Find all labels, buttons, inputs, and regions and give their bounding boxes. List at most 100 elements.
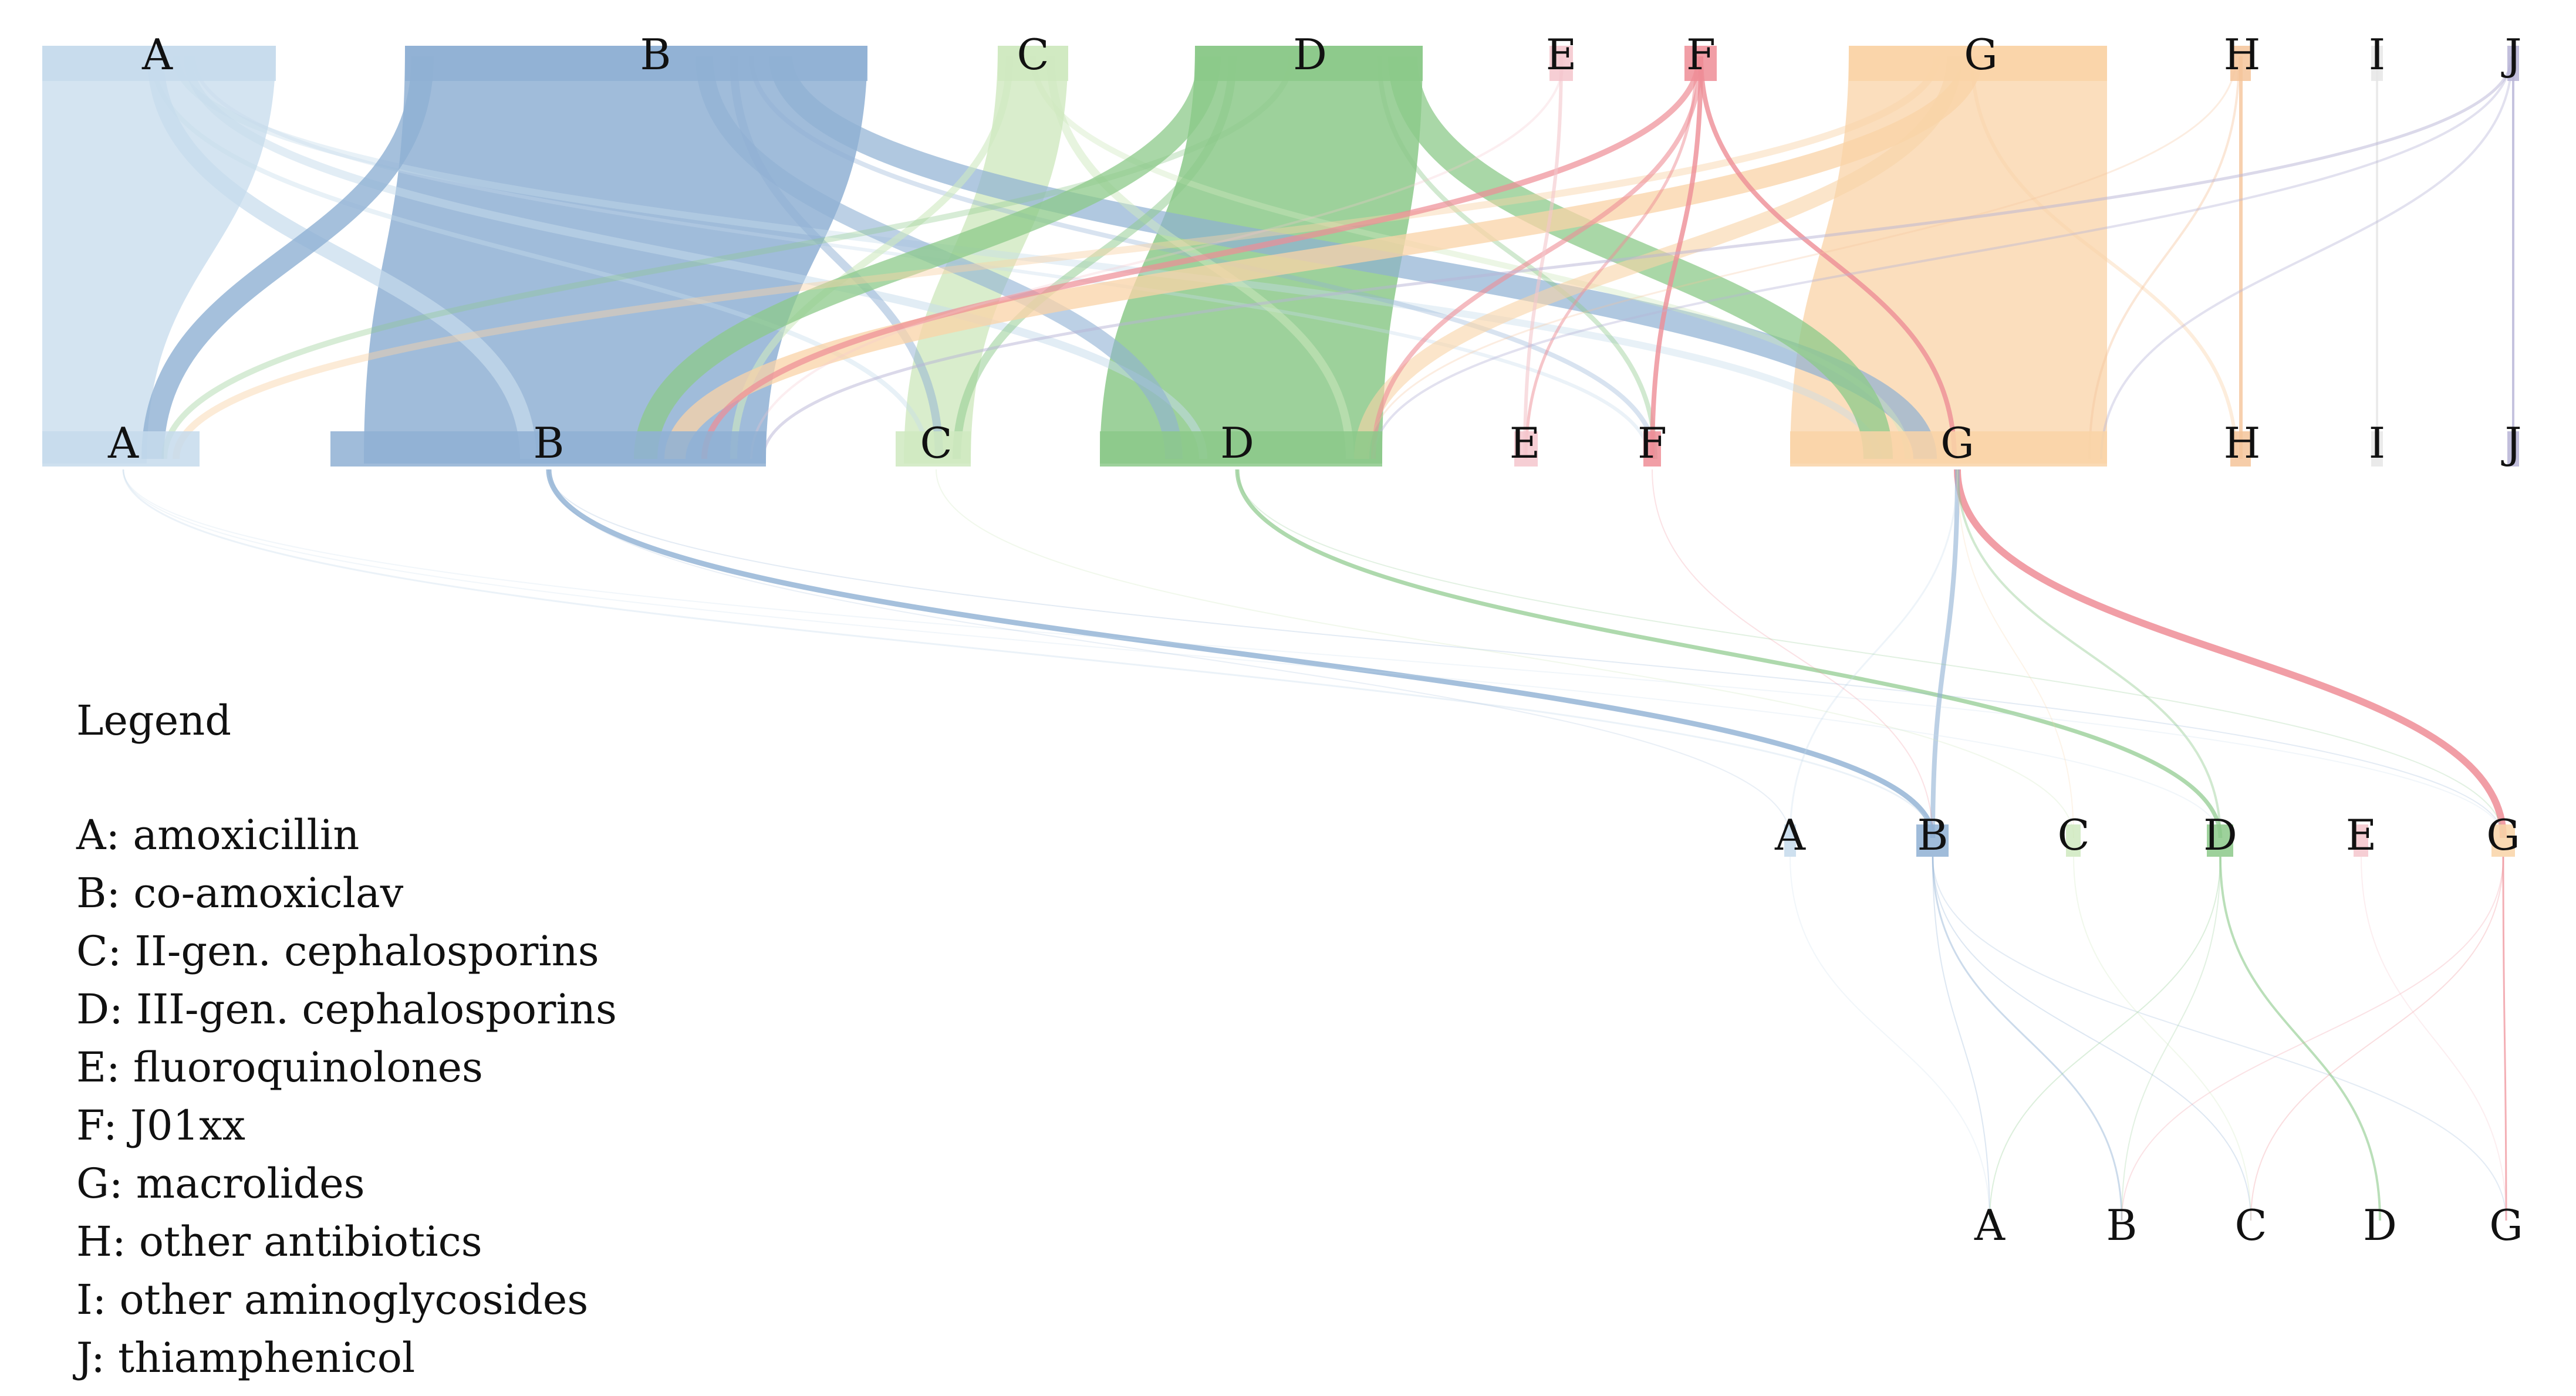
link-e-e-27 bbox=[1523, 56, 1563, 459]
level-1-label-i: I bbox=[2369, 30, 2385, 79]
link-g-b-18 bbox=[664, 55, 1983, 460]
level-1-label-g: G bbox=[1964, 30, 1998, 79]
level-3-label-e: E bbox=[2346, 810, 2377, 860]
flow-links bbox=[42, 46, 2515, 1221]
level-1-label-e: E bbox=[1546, 30, 1577, 79]
level-2-node-f bbox=[1643, 431, 1661, 467]
link-l3-l4-11 bbox=[2073, 856, 2251, 1221]
link-d-b-13 bbox=[634, 56, 1221, 459]
level-3-node-g bbox=[2491, 824, 2515, 857]
legend-item-j: J: thiamphenicol bbox=[73, 1334, 415, 1382]
link-l3-l4-5 bbox=[1989, 856, 2221, 1221]
link-f-d-23 bbox=[1371, 56, 1703, 459]
link-l3-l4-8 bbox=[2250, 856, 2504, 1221]
link-b-c-8 bbox=[730, 56, 943, 459]
link-l2-l3-9 bbox=[548, 469, 2504, 839]
level-2-label-e: E bbox=[1510, 418, 1541, 468]
link-l2-l3-0 bbox=[546, 469, 1936, 839]
level-3-node-e bbox=[2354, 824, 2368, 857]
level-2-label-i: I bbox=[2369, 418, 2385, 468]
level-3-node-c bbox=[2066, 824, 2081, 857]
link-l2-l3-10 bbox=[1237, 469, 2504, 839]
level-2-node-e bbox=[1514, 431, 1538, 467]
link-j-d-36 bbox=[1372, 56, 2512, 459]
link-g-d-19 bbox=[1354, 56, 1962, 459]
link-l3-l4-3 bbox=[1932, 856, 2507, 1221]
level-1-node-h bbox=[2230, 46, 2251, 81]
link-l3-l4-12 bbox=[2361, 856, 2507, 1221]
level-2-node-c bbox=[896, 431, 971, 467]
level-3-label-g: G bbox=[2486, 810, 2520, 860]
level-2-node-b bbox=[330, 431, 766, 467]
level-3-label-c: C bbox=[2057, 810, 2089, 860]
link-j-g-35 bbox=[2100, 56, 2513, 459]
legend-item-h: H: other antibiotics bbox=[76, 1218, 482, 1266]
link-e-b-28 bbox=[750, 56, 1565, 459]
link-f-f-25 bbox=[1650, 56, 1703, 459]
level-4-label-a: A bbox=[1974, 1201, 2006, 1250]
level-1-label-d: D bbox=[1293, 30, 1327, 79]
level-1-label-h: H bbox=[2224, 30, 2261, 79]
level-2-label-h: H bbox=[2224, 418, 2261, 468]
legend-item-e: E: fluoroquinolones bbox=[76, 1043, 483, 1091]
level-1-node-a bbox=[42, 46, 276, 81]
link-l2-l3-13 bbox=[548, 469, 1791, 839]
level-1-node-f bbox=[1684, 46, 1717, 81]
link-l2-l3-5 bbox=[1789, 469, 1959, 839]
legend-item-a: A: amoxicillin bbox=[76, 811, 359, 859]
level-2-node-h bbox=[2230, 431, 2251, 467]
flow-nodes bbox=[42, 46, 2519, 857]
level-1-label-a: A bbox=[141, 30, 173, 79]
legend-item-f: F: J01xx bbox=[76, 1101, 245, 1150]
link-g-h-21 bbox=[1970, 56, 2238, 459]
level-4-label-c: C bbox=[2234, 1201, 2267, 1250]
link-l3-l4-0 bbox=[1932, 856, 2123, 1221]
level-1-label-c: C bbox=[1017, 30, 1049, 79]
link-f-e-26 bbox=[1524, 56, 1698, 459]
legend-item-c: C: II-gen. cephalosporins bbox=[76, 927, 599, 975]
level-1-node-d bbox=[1195, 46, 1423, 81]
link-d-f-17 bbox=[1377, 56, 1657, 459]
legend-item-d: D: III-gen. cephalosporins bbox=[76, 985, 617, 1033]
link-l3-l4-7 bbox=[2502, 856, 2507, 1221]
level-4-label-b: B bbox=[2106, 1201, 2138, 1250]
link-l2-l3-11 bbox=[936, 469, 2074, 839]
level-2-node-d bbox=[1100, 431, 1382, 467]
link-l3-l4-2 bbox=[1932, 856, 2251, 1221]
link-a-b-0 bbox=[147, 56, 536, 459]
link-l3-l4-4 bbox=[2219, 856, 2381, 1221]
legend: Legend A: amoxicillin B: co-amoxiclav C:… bbox=[73, 697, 617, 1382]
level-3-node-d bbox=[2207, 824, 2233, 857]
link-a-g-2 bbox=[173, 56, 1882, 459]
link-l3-l4-9 bbox=[2121, 856, 2504, 1221]
level-2-node-g bbox=[1790, 431, 2107, 467]
level-2-label-b: B bbox=[534, 418, 565, 468]
level-2-label-c: C bbox=[920, 418, 952, 468]
level-1-label-j: J bbox=[2501, 30, 2522, 79]
link-h-g-30 bbox=[2088, 56, 2240, 459]
link-l3-l4-6 bbox=[2121, 856, 2221, 1221]
legend-item-g: G: macrolides bbox=[76, 1160, 365, 1208]
level-3-label-d: D bbox=[2203, 810, 2237, 860]
link-d-c-15 bbox=[953, 56, 1237, 459]
link-l2-l3-8 bbox=[123, 469, 2504, 839]
level-1-label-f: F bbox=[1686, 30, 1716, 79]
level-4-label-g: G bbox=[2489, 1201, 2523, 1250]
level-2-node-a bbox=[42, 431, 200, 467]
level-1-node-g bbox=[1849, 46, 2107, 81]
level-1-node-b bbox=[405, 46, 867, 81]
link-b-b bbox=[364, 46, 867, 464]
link-l2-l3-7 bbox=[123, 469, 2221, 839]
level-2-label-f: F bbox=[1638, 418, 1667, 468]
legend-item-b: B: co-amoxiclav bbox=[76, 869, 404, 917]
level-4-label-d: D bbox=[2363, 1201, 2397, 1250]
level-3-label-a: A bbox=[1774, 810, 1806, 860]
level-1-node-i bbox=[2371, 46, 2383, 81]
level-2-label-g: G bbox=[1940, 418, 1974, 468]
link-h-d-31 bbox=[1366, 56, 2237, 459]
link-l2-l3-6 bbox=[122, 469, 1934, 839]
link-l2-l3-2 bbox=[1954, 469, 2507, 839]
level-3-node-b bbox=[1916, 824, 1949, 857]
level-2-label-a: A bbox=[107, 418, 139, 468]
